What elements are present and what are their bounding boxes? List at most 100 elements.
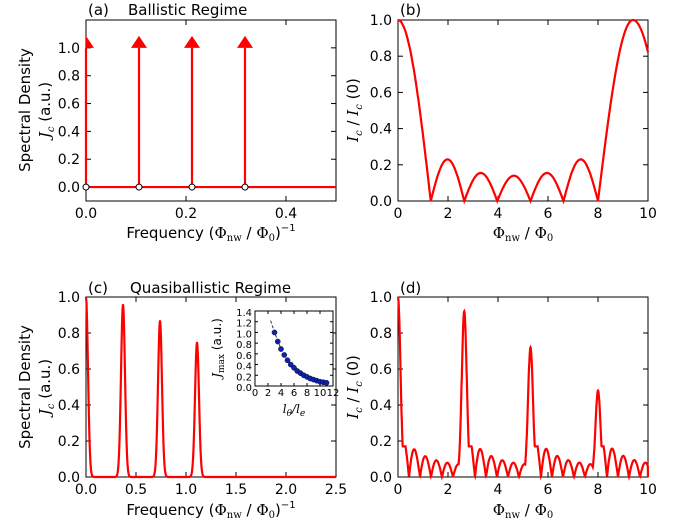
panel-a-arrowhead bbox=[237, 35, 253, 48]
panel-a: 0.0 0.2 0.4 0.0 0.2 0.4 0.6 0.8 1.0 (a) Ballisti… bbox=[16, 1, 337, 244]
panel-a-ytick-label: 0.6 bbox=[58, 97, 80, 113]
panel-c-ylabel-line1: Spectral Density bbox=[16, 325, 34, 449]
inset-marks: 0 2 4 6 8 10 12 0.00.20.40.60.81.01.21.4 bbox=[236, 308, 339, 399]
panel-c-line bbox=[84, 296, 336, 479]
panel-c-ytick-label: 0.0 bbox=[58, 470, 80, 486]
panel-c-xtick-label: 0.5 bbox=[125, 482, 147, 498]
inset-xtick-label: 12 bbox=[327, 388, 340, 399]
panel-c-label: (c) bbox=[88, 279, 108, 297]
panel-a-ylabel-line2: Jc (a.u.) bbox=[36, 82, 57, 141]
panel-c-ytick-label: 0.6 bbox=[58, 362, 80, 378]
panel-d-ytick-label: 0.8 bbox=[370, 326, 392, 342]
panel-a-label: (a) bbox=[88, 1, 109, 19]
inset-xlabel: lθ/le bbox=[283, 402, 305, 419]
panel-d-line bbox=[396, 296, 650, 481]
panel-a-marks: 0.0 0.2 0.4 0.0 0.2 0.4 0.6 0.8 1.0 bbox=[58, 20, 336, 222]
panel-b-frame bbox=[397, 19, 649, 202]
panel-c-xtick-label: 2.5 bbox=[325, 482, 347, 498]
panel-c-ytick-label: 0.4 bbox=[58, 398, 80, 414]
panel-c-ytick-label: 0.2 bbox=[58, 434, 80, 450]
panel-c-title: Quasiballistic Regime bbox=[130, 279, 291, 297]
inset-point bbox=[271, 329, 278, 336]
inset-ytick-label: 0.4 bbox=[236, 362, 252, 373]
inset-ytick-label: 1.0 bbox=[236, 329, 252, 340]
panel-a-arrowhead bbox=[184, 35, 200, 48]
panel-a-base-marker bbox=[241, 183, 249, 191]
inset-ytick-label: 1.4 bbox=[236, 308, 252, 319]
inset-ytick-label: 0.2 bbox=[236, 372, 252, 383]
inset: 0 2 4 6 8 10 12 0.00.20.40.60.81.01.21.4 Jmax (… bbox=[210, 308, 339, 419]
panel-d-ytick-label: 0.4 bbox=[370, 398, 392, 414]
inset-ytick-label: 1.2 bbox=[236, 319, 252, 330]
panel-a-arrowhead bbox=[86, 35, 94, 48]
panel-b-ytick-label: 0.0 bbox=[370, 194, 392, 210]
panel-a-arrowhead bbox=[131, 35, 147, 48]
panel-a-ylabel-line1: Spectral Density bbox=[16, 48, 34, 172]
panel-c-marks: 0.0 0.5 1.0 1.5 2.0 2.50.00.20.40.60.81.0 bbox=[58, 290, 347, 498]
panel-b-line bbox=[397, 18, 650, 205]
panel-d-xtick-label: 6 bbox=[544, 482, 553, 498]
inset-xtick-label: 0 bbox=[252, 388, 258, 399]
inset-frame bbox=[254, 310, 334, 387]
inset-xtick-label: 4 bbox=[278, 388, 284, 399]
panel-d-xlabel: Φnw / Φ0 bbox=[493, 501, 554, 521]
panel-d-xtick-label: 4 bbox=[494, 482, 503, 498]
panel-d-frame bbox=[397, 296, 649, 478]
panel-d-ytick-label: 0.2 bbox=[370, 434, 392, 450]
inset-point bbox=[323, 379, 330, 386]
inset-point bbox=[284, 357, 291, 364]
panel-d-marks: 0 2 4 6 8 10 0.0 0.2 0.4 0.6 0.8 1.0 bbox=[370, 290, 657, 498]
panel-d-ytick-label: 0.0 bbox=[370, 470, 392, 486]
panel-c-ytick-label: 0.8 bbox=[58, 326, 80, 342]
panel-b-label: (b) bbox=[400, 1, 421, 19]
panel-b-ytick-label: 1.0 bbox=[370, 13, 392, 29]
panel-b-ytick-label: 0.8 bbox=[370, 49, 392, 65]
panel-b-xtick-label: 0 bbox=[394, 206, 403, 222]
panel-b-xtick-label: 8 bbox=[594, 206, 603, 222]
panel-b-xlabel: Φnw / Φ0 bbox=[493, 224, 554, 244]
panel-d-label: (d) bbox=[400, 279, 421, 297]
panel-b-marks: 0 2 4 6 8 10 0.0 0.2 0.4 0.6 0.8 1.0 bbox=[370, 13, 657, 222]
panel-d-ytick-label: 1.0 bbox=[370, 290, 392, 306]
inset-point bbox=[281, 352, 288, 358]
panel-b-xtick-label: 10 bbox=[639, 206, 657, 222]
panel-b-xtick-label: 6 bbox=[544, 206, 553, 222]
panel-b-ytick-label: 0.4 bbox=[370, 122, 392, 138]
panel-a-ytick-label: 0.0 bbox=[58, 180, 80, 196]
inset-ylabel: Jmax (a.u.) bbox=[210, 318, 227, 381]
inset-ytick-label: 0.8 bbox=[236, 340, 252, 351]
panel-a-ytick-label: 0.2 bbox=[58, 152, 80, 168]
panel-b-ylabel: Ic / Ic (0) bbox=[344, 78, 365, 143]
panel-c-xlabel: Frequency (Φnw / Φ0)−1 bbox=[126, 500, 295, 521]
inset-point bbox=[278, 346, 284, 352]
panel-a-title: Ballistic Regime bbox=[128, 1, 247, 19]
panel-c-xtick-label: 2.0 bbox=[275, 482, 297, 498]
panel-a-xtick-label: 0.0 bbox=[75, 206, 97, 222]
inset-xtick-label: 10 bbox=[314, 388, 327, 399]
panel-a-base-marker bbox=[188, 183, 196, 191]
panel-a-ytick-label: 0.4 bbox=[58, 124, 80, 140]
panel-a-base-marker bbox=[82, 183, 90, 191]
panel-b-xtick-label: 4 bbox=[494, 206, 503, 222]
panel-d-xtick-label: 10 bbox=[639, 482, 657, 498]
panel-d-xtick-label: 2 bbox=[444, 482, 453, 498]
panel-b: 0 2 4 6 8 10 0.0 0.2 0.4 0.6 0.8 1.0 (b) Ic / Ic (0… bbox=[344, 1, 657, 244]
panel-d: 0 2 4 6 8 10 0.0 0.2 0.4 0.6 0.8 1.0 (d) Ic / Ic (0… bbox=[344, 279, 657, 521]
panel-c-xtick-label: 1.0 bbox=[175, 482, 197, 498]
panel-b-ytick-label: 0.2 bbox=[370, 158, 392, 174]
inset-xtick-label: 8 bbox=[304, 388, 310, 399]
inset-ytick-label: 0.0 bbox=[236, 383, 252, 394]
panel-c-xtick-label: 1.5 bbox=[225, 482, 247, 498]
inset-xtick-label: 2 bbox=[265, 388, 271, 399]
panel-d-xtick-label: 8 bbox=[594, 482, 603, 498]
inset-xtick-label: 6 bbox=[291, 388, 297, 399]
panel-a-xtick-label: 0.4 bbox=[275, 206, 297, 222]
panel-c-ytick-label: 1.0 bbox=[58, 290, 80, 306]
panel-a-xlabel: Frequency (Φnw / Φ0)−1 bbox=[126, 223, 295, 244]
panel-d-ylabel: Ic / Ic (0) bbox=[344, 355, 365, 420]
panel-c-ylabel-line2: Jc (a.u.) bbox=[36, 359, 57, 418]
panel-c: 0.0 0.5 1.0 1.5 2.0 2.50.00.20.40.60.81.0 (c)… bbox=[16, 279, 347, 521]
panel-a-frame bbox=[85, 19, 337, 202]
inset-point bbox=[274, 338, 281, 345]
